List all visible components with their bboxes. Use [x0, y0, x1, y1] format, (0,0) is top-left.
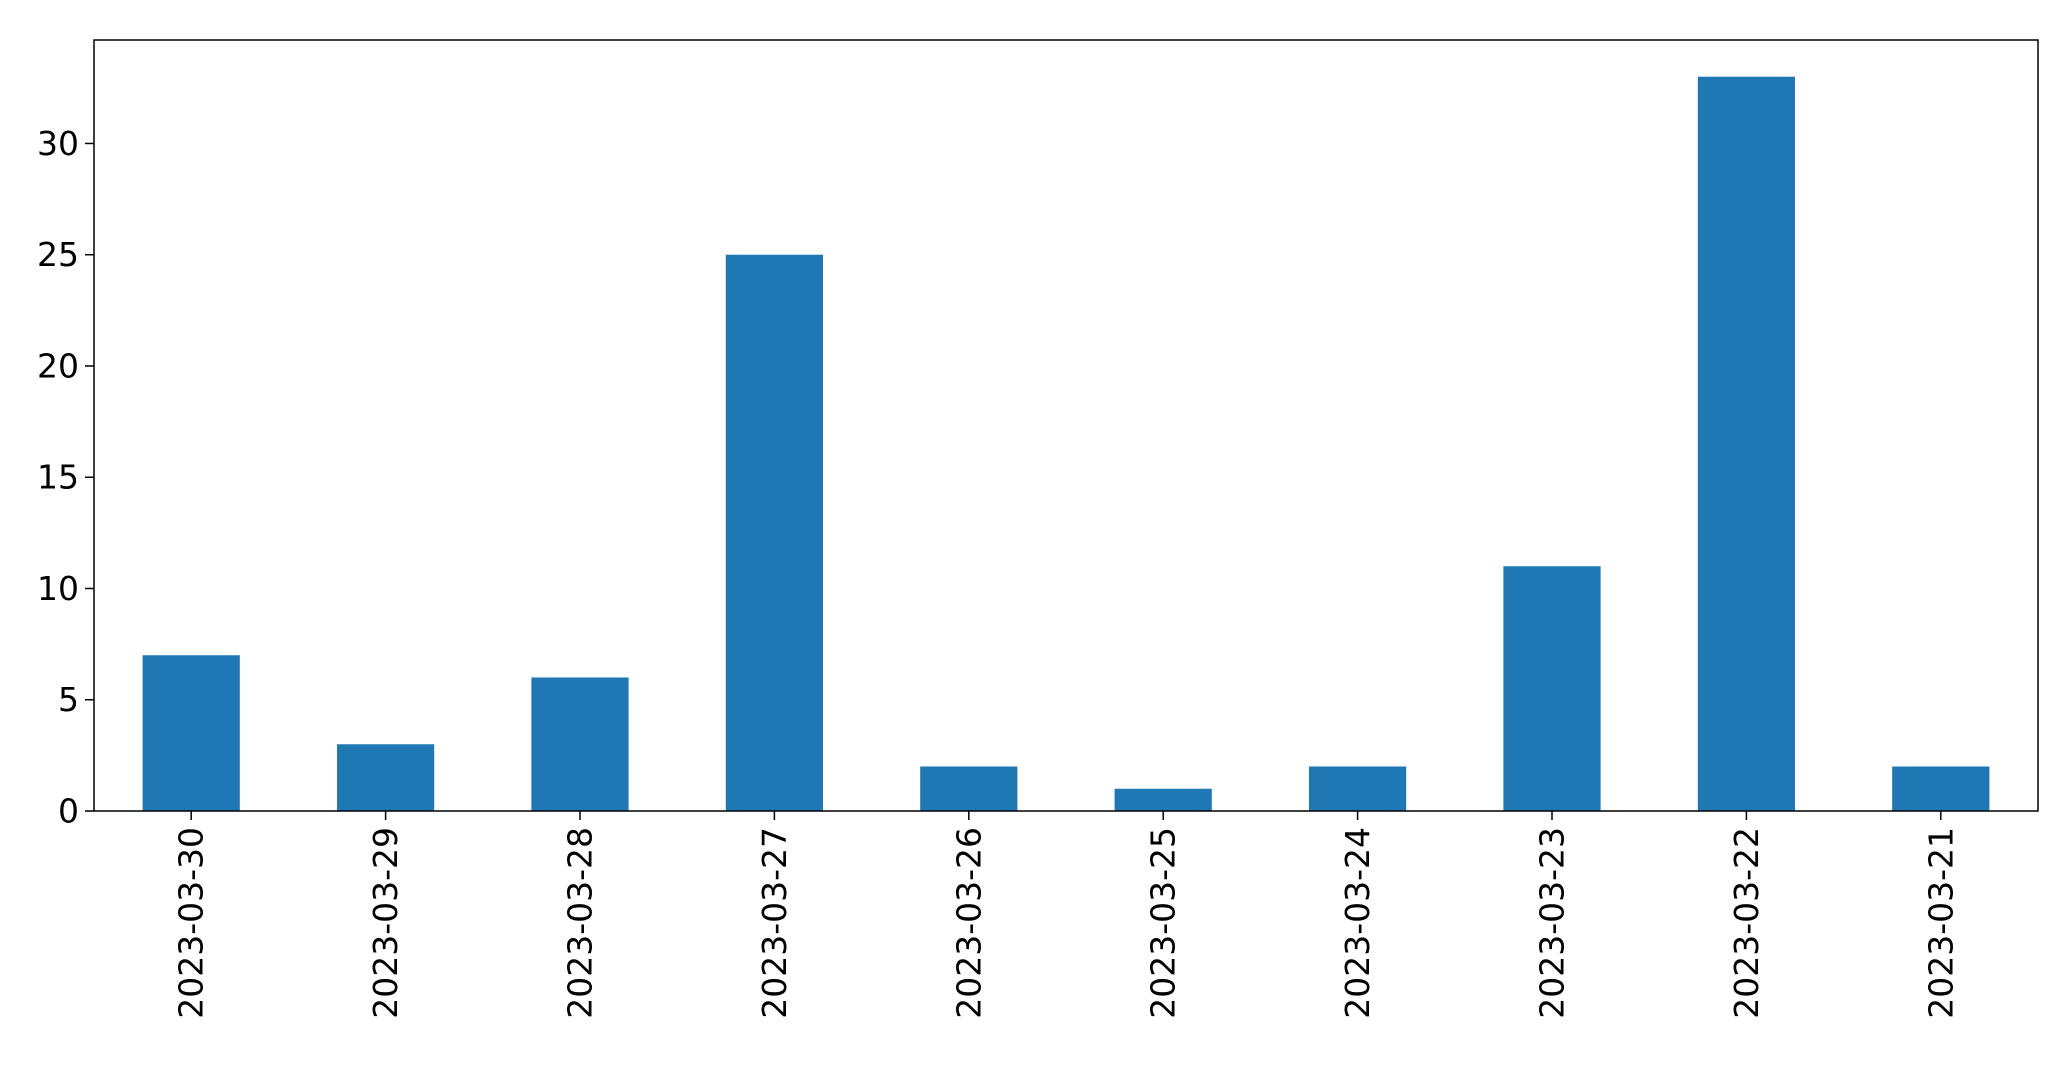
- bar-2023-03-25: [1114, 788, 1212, 811]
- bars-layer: [142, 76, 1990, 812]
- bar-2023-03-24: [1309, 766, 1407, 811]
- x-tick-label: 2023-03-26: [949, 827, 988, 1019]
- bar-2023-03-27: [725, 254, 823, 812]
- x-tick-label: 2023-03-30: [172, 827, 211, 1019]
- bar-2023-03-26: [920, 766, 1018, 811]
- y-tick-label: 15: [37, 458, 79, 497]
- bar-2023-03-29: [337, 744, 435, 811]
- y-tick-label: 5: [58, 680, 79, 719]
- bar-2023-03-28: [531, 677, 629, 811]
- y-tick-label: 25: [37, 235, 79, 274]
- y-axis: 0 5 10 15 20 25 30: [37, 124, 94, 831]
- plot-frame: [93, 39, 2039, 812]
- y-tick-label: 10: [37, 569, 79, 608]
- x-tick-label: 2023-03-23: [1533, 827, 1572, 1019]
- x-tick-label: 2023-03-29: [366, 827, 405, 1019]
- y-tick-label: 30: [37, 124, 79, 163]
- bar-2023-03-23: [1503, 566, 1601, 811]
- y-tick-label: 0: [58, 792, 79, 831]
- y-tick-label: 20: [37, 346, 79, 385]
- x-tick-label: 2023-03-24: [1338, 827, 1377, 1019]
- bar-2023-03-21: [1892, 766, 1990, 811]
- x-tick-label: 2023-03-22: [1727, 827, 1766, 1019]
- bar-2023-03-30: [142, 655, 240, 811]
- bar-2023-03-22: [1697, 76, 1795, 811]
- x-tick-label: 2023-03-21: [1921, 827, 1960, 1019]
- x-tick-label: 2023-03-27: [755, 827, 794, 1019]
- x-tick-label: 2023-03-25: [1144, 827, 1183, 1019]
- x-axis: 2023-03-30 2023-03-29 2023-03-28 2023-03-27…: [172, 811, 1960, 1019]
- x-tick-label: 2023-03-28: [561, 827, 600, 1019]
